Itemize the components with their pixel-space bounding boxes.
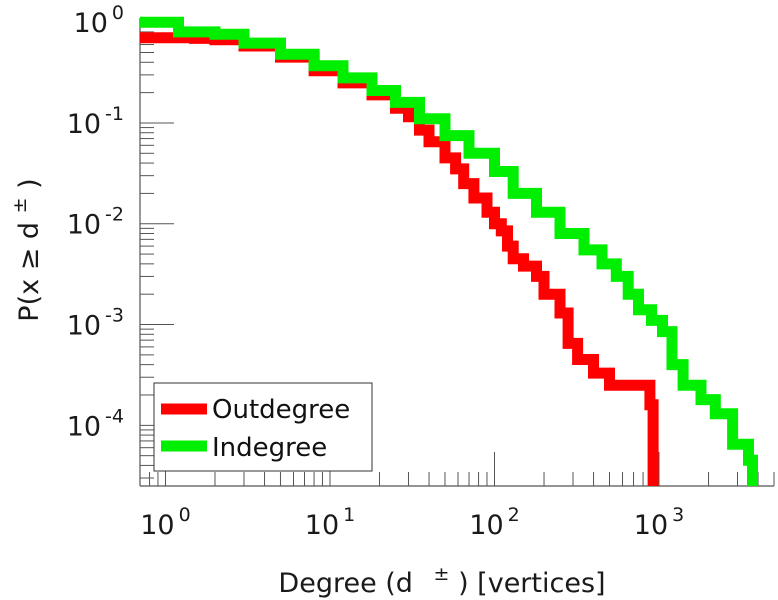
x-tick-label: 10 2 — [469, 504, 519, 541]
x-tick-exp: 1 — [343, 504, 355, 526]
y-tick-base: 10 — [67, 311, 101, 342]
x-axis-label: Degree (d ± ) [vertices] — [278, 556, 605, 599]
y-tick-exp: -3 — [105, 305, 124, 327]
x-tick-base: 10 — [469, 510, 503, 541]
x-tick-base: 10 — [305, 510, 339, 541]
x-tick-base: 10 — [634, 510, 668, 541]
x-tick-label: 10 3 — [634, 504, 684, 541]
y-axis-label-close: ) — [14, 178, 45, 189]
y-tick-label: 10 -1 — [67, 103, 124, 140]
y-axis-label: P(x ≥ d ± ) — [2, 178, 45, 321]
y-tick-label: 10 0 — [74, 2, 124, 39]
x-tick-label: 10 1 — [305, 504, 355, 541]
series-layer — [140, 16, 758, 486]
x-axis-label-main: Degree (d — [278, 568, 413, 599]
x-tick-exp: 2 — [508, 504, 520, 526]
y-axis-label-sup: ± — [9, 197, 31, 213]
y-tick-label: 10 -2 — [67, 204, 124, 241]
legend-label-indegree: Indegree — [212, 433, 327, 463]
legend: Outdegree Indegree — [153, 382, 373, 472]
tick-labels: 10 0 10 1 10 2 10 310 010 -110 -210 -310 -4 — [67, 2, 685, 541]
y-tick-exp: -2 — [105, 204, 124, 226]
x-tick-exp: 0 — [179, 504, 191, 526]
series-line-indegree — [140, 16, 758, 486]
y-tick-exp: 0 — [112, 2, 124, 24]
y-tick-base: 10 — [67, 210, 101, 241]
legend-box — [153, 382, 373, 472]
y-axis-label-main: P(x ≥ d — [14, 222, 45, 322]
y-tick-label: 10 -3 — [67, 305, 124, 342]
y-tick-exp: -1 — [105, 103, 124, 125]
legend-label-outdegree: Outdegree — [212, 395, 350, 425]
x-axis-label-rest: ) [vertices] — [458, 568, 606, 599]
y-tick-base: 10 — [67, 109, 101, 140]
x-tick-exp: 3 — [672, 504, 684, 526]
x-tick-label: 10 0 — [140, 504, 190, 541]
y-tick-base: 10 — [74, 8, 108, 39]
y-tick-label: 10 -4 — [67, 405, 124, 442]
y-tick-base: 10 — [67, 411, 101, 442]
x-tick-base: 10 — [140, 510, 174, 541]
x-axis-label-sup: ± — [434, 563, 450, 585]
y-tick-exp: -4 — [105, 405, 124, 427]
